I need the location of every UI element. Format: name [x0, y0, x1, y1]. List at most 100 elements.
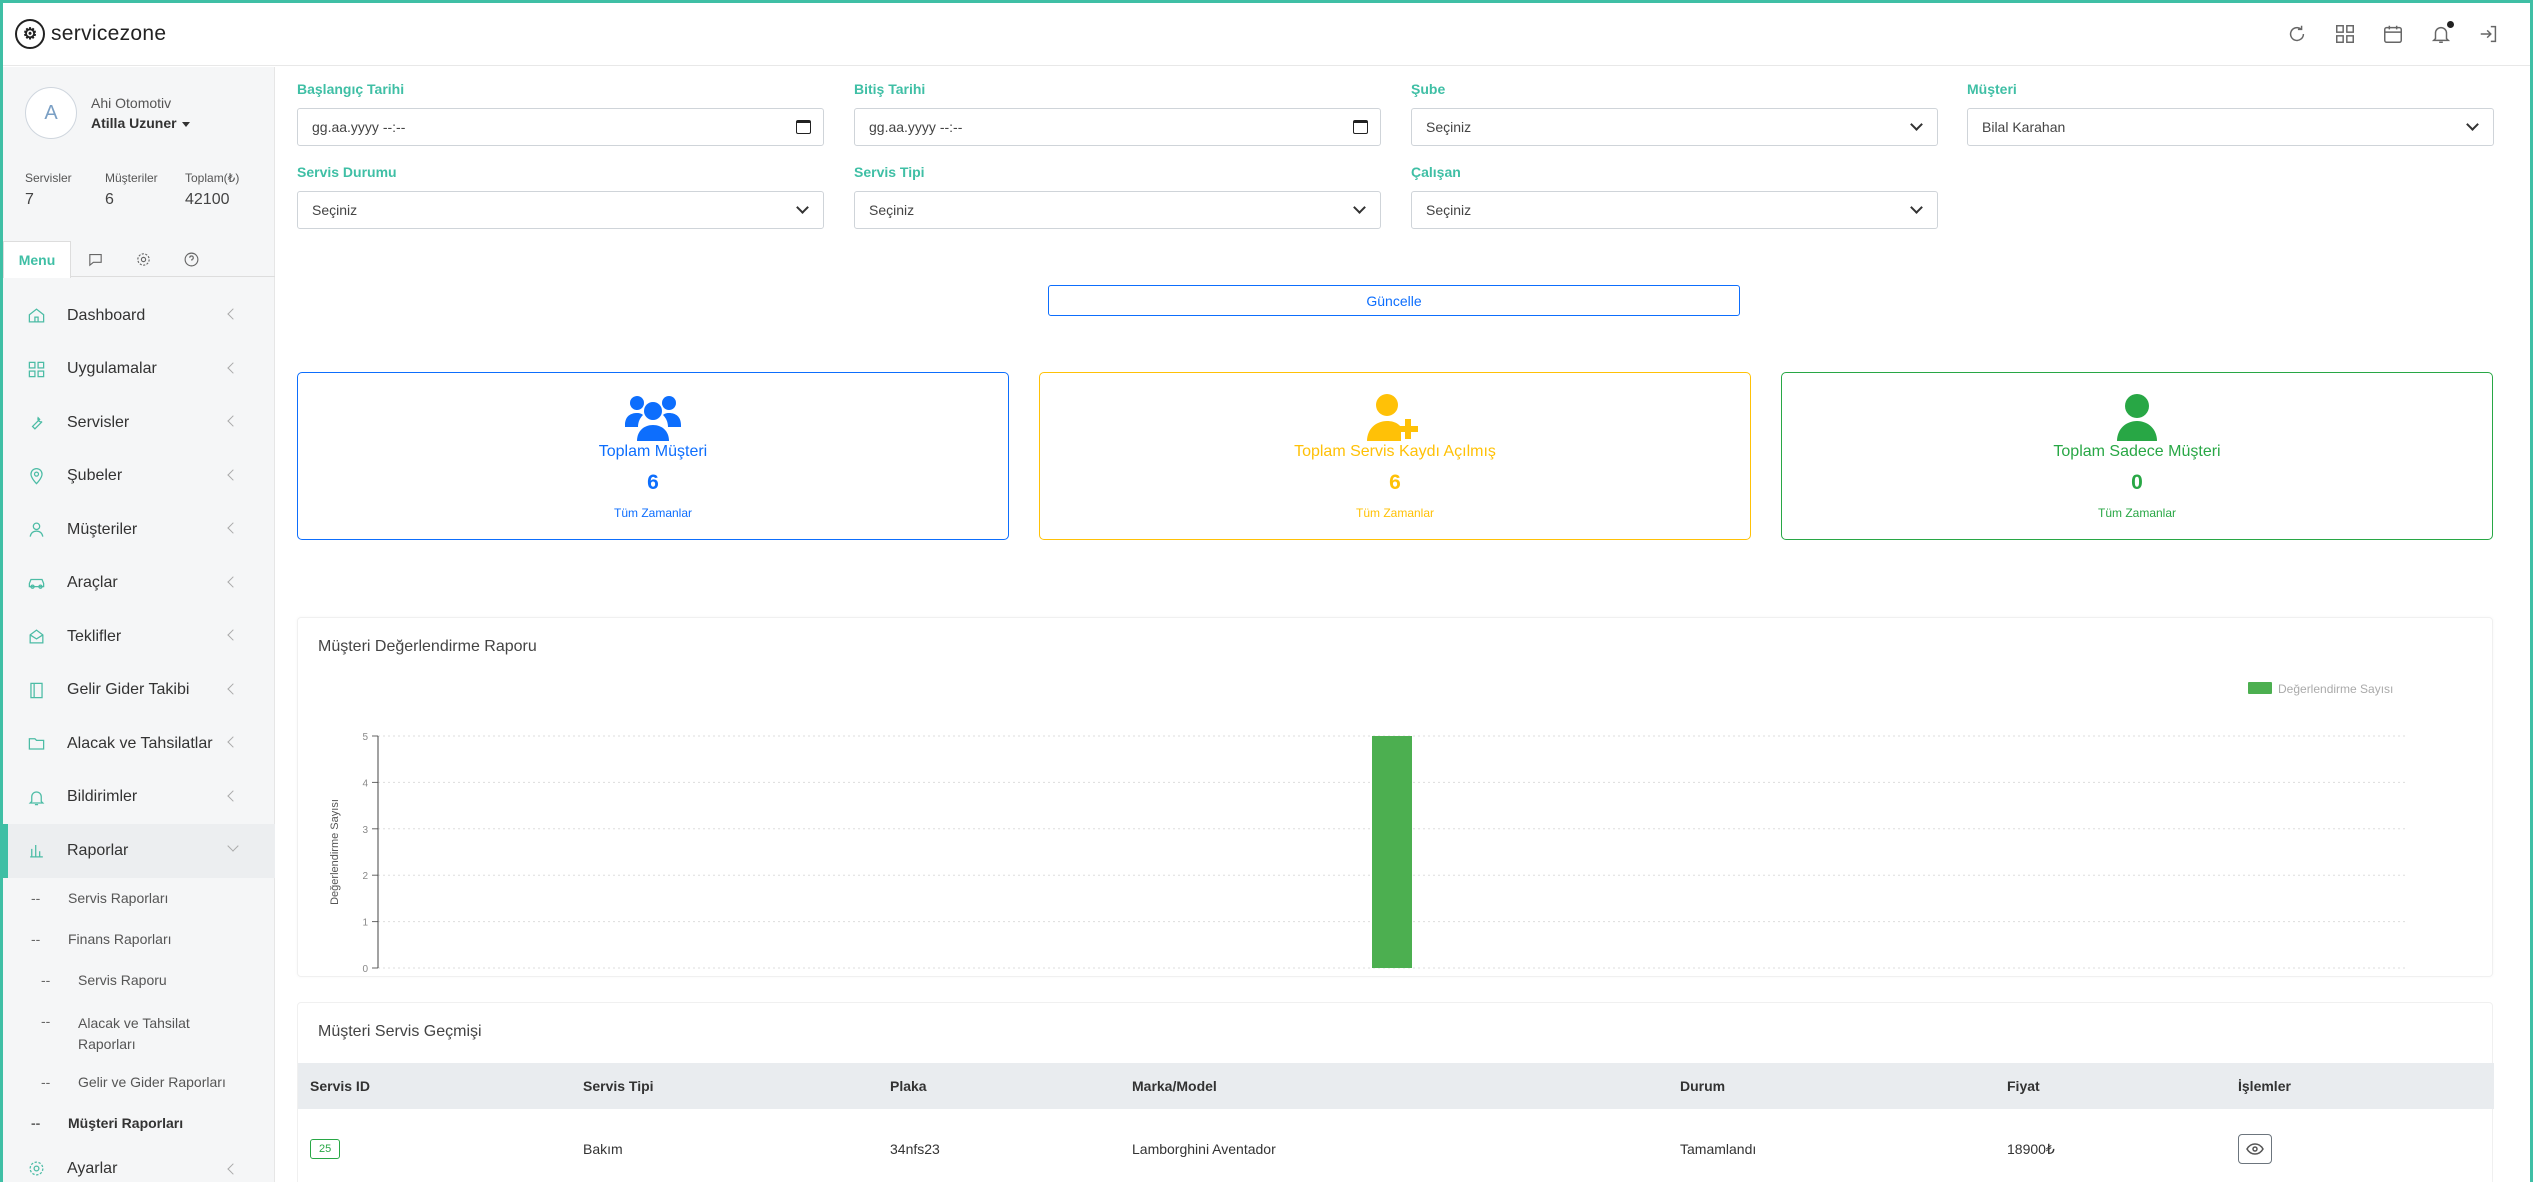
- col-service-id[interactable]: Servis ID: [298, 1063, 571, 1109]
- chevron-down-icon: [1353, 201, 1366, 214]
- sidebar-item-receivables[interactable]: Alacak ve Tahsilatlar: [3, 717, 275, 771]
- customer-select[interactable]: Bilal Karahan: [1967, 108, 2494, 146]
- y-tick-label: 1: [362, 918, 368, 929]
- tab-chat[interactable]: [71, 241, 119, 277]
- col-price[interactable]: Fiyat: [1995, 1063, 2226, 1109]
- service-id-badge[interactable]: 25: [310, 1139, 341, 1159]
- cell-service-type: Bakım: [583, 1141, 623, 1157]
- submenu-service-report[interactable]: -- Servis Raporu: [41, 972, 167, 988]
- card-subtitle: Tüm Zamanlar: [1355, 506, 1435, 520]
- sidebar-menu: Dashboard Uygulamalar Servisler Şubeler …: [3, 289, 275, 1182]
- submenu-receivables-reports[interactable]: -- Alacak ve Tahsilat Raporları: [41, 1012, 190, 1052]
- sidebar-tabs: Menu: [3, 241, 275, 278]
- service-status-label: Servis Durumu: [297, 164, 397, 180]
- service-status-select[interactable]: Seçiniz: [297, 191, 824, 229]
- bell-icon: [25, 786, 47, 808]
- sidebar-item-offers[interactable]: Teklifler: [3, 610, 275, 664]
- rating-chart: 0 1 2 3 4 5 Değerlendirme Sayısı Değerlendirme …: [329, 682, 2406, 975]
- sidebar-item-customers[interactable]: Müşteriler: [3, 503, 275, 557]
- logout-icon[interactable]: [2476, 21, 2502, 47]
- employee-select[interactable]: Seçiniz: [1411, 191, 1938, 229]
- user-icon: [2117, 394, 2157, 441]
- cell-price: 18900₺: [2007, 1140, 2055, 1157]
- apps-icon: [25, 358, 47, 380]
- submenu-service-reports[interactable]: -- Servis Raporları: [31, 890, 169, 906]
- branch-select[interactable]: Seçiniz: [1411, 108, 1938, 146]
- end-date-input[interactable]: gg.aa.yyyy --:--: [854, 108, 1381, 146]
- grid-icon[interactable]: [2332, 21, 2358, 47]
- chevron-down-icon: [1910, 201, 1923, 214]
- bar: [1372, 736, 1412, 968]
- tab-help[interactable]: [167, 241, 215, 277]
- submenu-customer-reports[interactable]: -- Müşteri Raporları: [31, 1115, 184, 1131]
- history-title: Müşteri Servis Geçmişi: [318, 1023, 482, 1040]
- y-tick-label: 0: [362, 964, 368, 975]
- chevron-down-icon: [796, 201, 809, 214]
- chat-icon: [88, 253, 102, 266]
- start-date-input[interactable]: gg.aa.yyyy --:--: [297, 108, 824, 146]
- sidebar-item-settings[interactable]: Ayarlar: [3, 1144, 275, 1182]
- y-tick-label: 2: [362, 871, 368, 882]
- card-title: Toplam Sadece Müşteri: [2053, 443, 2221, 460]
- users-group-icon: [625, 396, 681, 441]
- offer-icon: [25, 626, 47, 648]
- calendar-icon[interactable]: [1353, 120, 1368, 134]
- table-row: 25 Bakım 34nfs23 Lamborghini Aventador T…: [298, 1109, 2494, 1182]
- sidebar-item-income-expense[interactable]: Gelir Gider Takibi: [3, 664, 275, 718]
- employee-label: Çalışan: [1411, 164, 1461, 180]
- calendar-icon[interactable]: [796, 120, 811, 134]
- chevron-down-icon: [1910, 118, 1923, 131]
- wrench-icon: [25, 412, 47, 434]
- sidebar-item-branches[interactable]: Şubeler: [3, 450, 275, 504]
- location-icon: [25, 465, 47, 487]
- col-service-type[interactable]: Servis Tipi: [571, 1063, 878, 1109]
- card-value: 6: [1389, 471, 1401, 494]
- sidebar-item-notifications[interactable]: Bildirimler: [3, 771, 275, 825]
- col-brand-model[interactable]: Marka/Model: [1120, 1063, 1668, 1109]
- sidebar-item-apps[interactable]: Uygulamalar: [3, 343, 275, 397]
- avatar: A: [25, 87, 77, 139]
- tab-menu[interactable]: Menu: [3, 241, 71, 278]
- bell-icon[interactable]: [2428, 21, 2454, 47]
- sidebar-item-dashboard[interactable]: Dashboard: [3, 289, 275, 343]
- update-button[interactable]: Güncelle: [1048, 285, 1740, 316]
- wallet-icon: [25, 733, 47, 755]
- eye-icon: [2246, 1143, 2264, 1155]
- service-type-label: Servis Tipi: [854, 164, 925, 180]
- users-icon: [25, 519, 47, 541]
- user-menu-toggle[interactable]: Atilla Uzuner: [91, 115, 190, 131]
- y-axis-label: Değerlendirme Sayısı: [329, 799, 341, 905]
- calendar-icon[interactable]: [2380, 21, 2406, 47]
- tab-settings[interactable]: [119, 241, 167, 277]
- branch-label: Şube: [1411, 81, 1446, 97]
- service-type-select[interactable]: Seçiniz: [854, 191, 1381, 229]
- gear-icon: [136, 252, 150, 266]
- card-subtitle: Tüm Zamanlar: [613, 506, 693, 520]
- cell-status: Tamamlandı: [1680, 1141, 1757, 1157]
- user-stats: Servisler 7 Müşteriler 6 Toplam(₺) 42100: [25, 171, 265, 209]
- col-status[interactable]: Durum: [1668, 1063, 1995, 1109]
- card-total-service-records: Toplam Servis Kaydı Açılmış 6 Tüm Zamanl…: [1039, 372, 1751, 540]
- submenu-income-expense-reports[interactable]: -- Gelir ve Gider Raporları: [41, 1074, 226, 1090]
- logo[interactable]: ⚙ servicezone: [15, 19, 166, 49]
- sidebar-item-services[interactable]: Servisler: [3, 396, 275, 450]
- stat-customers: Müşteriler 6: [105, 171, 158, 208]
- book-icon: [25, 679, 47, 701]
- cell-model: Lamborghini Aventador: [1132, 1141, 1276, 1157]
- app-name: servicezone: [51, 22, 167, 45]
- top-navbar: ⚙ servicezone: [3, 3, 2530, 66]
- car-icon: [25, 572, 47, 594]
- end-date-label: Bitiş Tarihi: [854, 81, 926, 97]
- submenu-finance-reports[interactable]: -- Finans Raporları: [31, 931, 172, 947]
- card-only-customers: Toplam Sadece Müşteri 0 Tüm Zamanlar: [1781, 372, 2493, 540]
- sidebar-item-vehicles[interactable]: Araçlar: [3, 557, 275, 611]
- view-button[interactable]: [2238, 1134, 2272, 1164]
- card-title: Toplam Servis Kaydı Açılmış: [1294, 443, 1496, 460]
- col-plate[interactable]: Plaka: [878, 1063, 1120, 1109]
- help-icon: [184, 252, 198, 266]
- stat-services: Servisler 7: [25, 171, 72, 208]
- sidebar-item-reports[interactable]: Raporlar: [3, 824, 275, 878]
- refresh-icon[interactable]: [2284, 21, 2310, 47]
- rating-report-panel: Müşteri Değerlendirme Raporu 0 1 2 3 4 5 Değer…: [297, 617, 2493, 977]
